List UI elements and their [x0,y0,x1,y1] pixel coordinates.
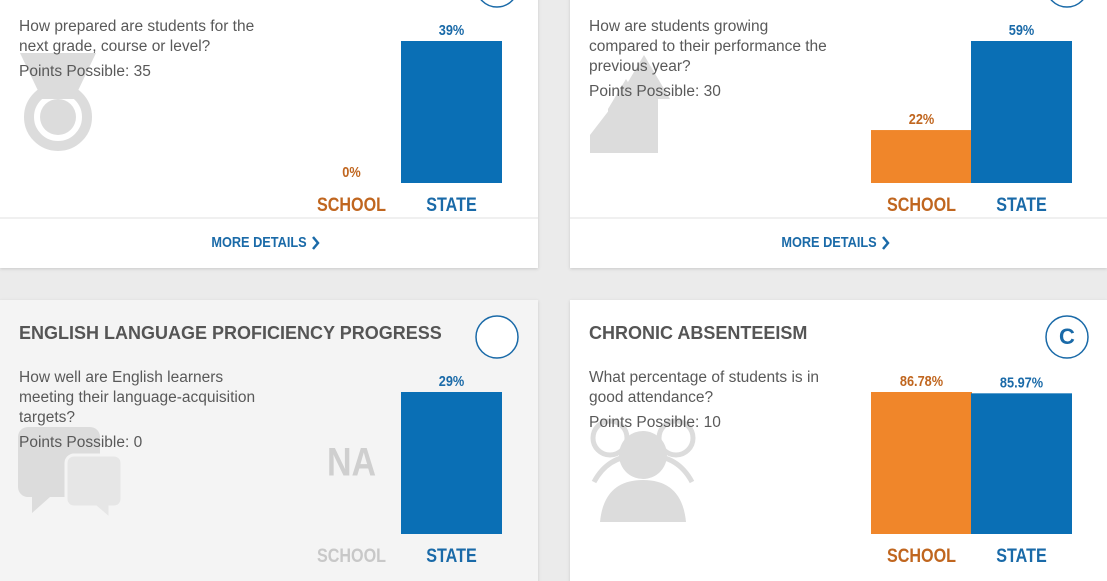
grade-badge [480,0,514,8]
question: good attendance? [589,389,713,406]
category-label: SCHOOL [887,194,956,216]
question: next grade, course or level? [19,38,211,55]
question: What percentage of students is in [589,369,819,386]
value-label: 85.97% [1000,373,1043,390]
points-possible: Points Possible: 30 [589,83,721,100]
chevron [312,236,320,250]
card: How are students growing compared to thei… [570,0,1107,268]
grade-badge [1045,315,1089,359]
bar [971,41,1072,183]
bar [971,393,1072,534]
grade: C [1059,324,1075,349]
icon [40,99,76,135]
category-label: STATE [426,194,477,216]
points-possible: Points Possible: 0 [19,434,143,451]
card: CHRONIC ABSENTEEISM What percentage of st… [570,300,1107,581]
value-label: 22% [909,110,935,127]
value-label: 39% [439,21,465,38]
card-title: ENGLISH LANGUAGE PROFICIENCY PROGRESS [19,323,442,343]
bar [871,130,972,183]
category-label: STATE [996,545,1047,567]
card: How prepared are students for the next gr… [0,0,538,268]
category-label: STATE [996,194,1047,216]
bar [871,392,972,534]
chevron [882,236,890,250]
value-label: 86.78% [900,372,943,389]
value-label: NA [327,439,376,484]
question: targets? [19,409,75,426]
more-details-link[interactable]: MORE DETAILS [781,233,876,250]
icon [600,480,686,522]
question: compared to their performance the [589,38,827,55]
bar [401,41,502,183]
value-label: 59% [1009,21,1035,38]
card: ENGLISH LANGUAGE PROFICIENCY PROGRESS How… [0,300,538,581]
question: How are students growing [589,18,768,35]
category-label: SCHOOL [317,545,386,567]
card-title: CHRONIC ABSENTEEISM [589,323,807,343]
category-label: SCHOOL [887,545,956,567]
grade-badge [475,315,519,359]
question: meeting their language-acquisition [19,389,255,406]
value-label: 0% [342,163,360,180]
question: How prepared are students for the [19,18,254,35]
points-possible: Points Possible: 35 [19,63,151,80]
bar [401,392,502,534]
grade-badge [1050,0,1084,8]
icon [590,109,610,153]
icon [24,83,92,151]
category-label: SCHOOL [317,194,386,216]
icon [20,53,96,99]
more-details-link[interactable]: MORE DETAILS [211,233,306,250]
icon [618,55,670,153]
points-possible: Points Possible: 10 [589,414,721,431]
value-label: 29% [439,372,465,389]
icon [64,453,124,523]
icon [619,431,667,479]
category-label: STATE [426,545,477,567]
question: previous year? [589,58,691,75]
question: How well are English learners [19,369,223,386]
